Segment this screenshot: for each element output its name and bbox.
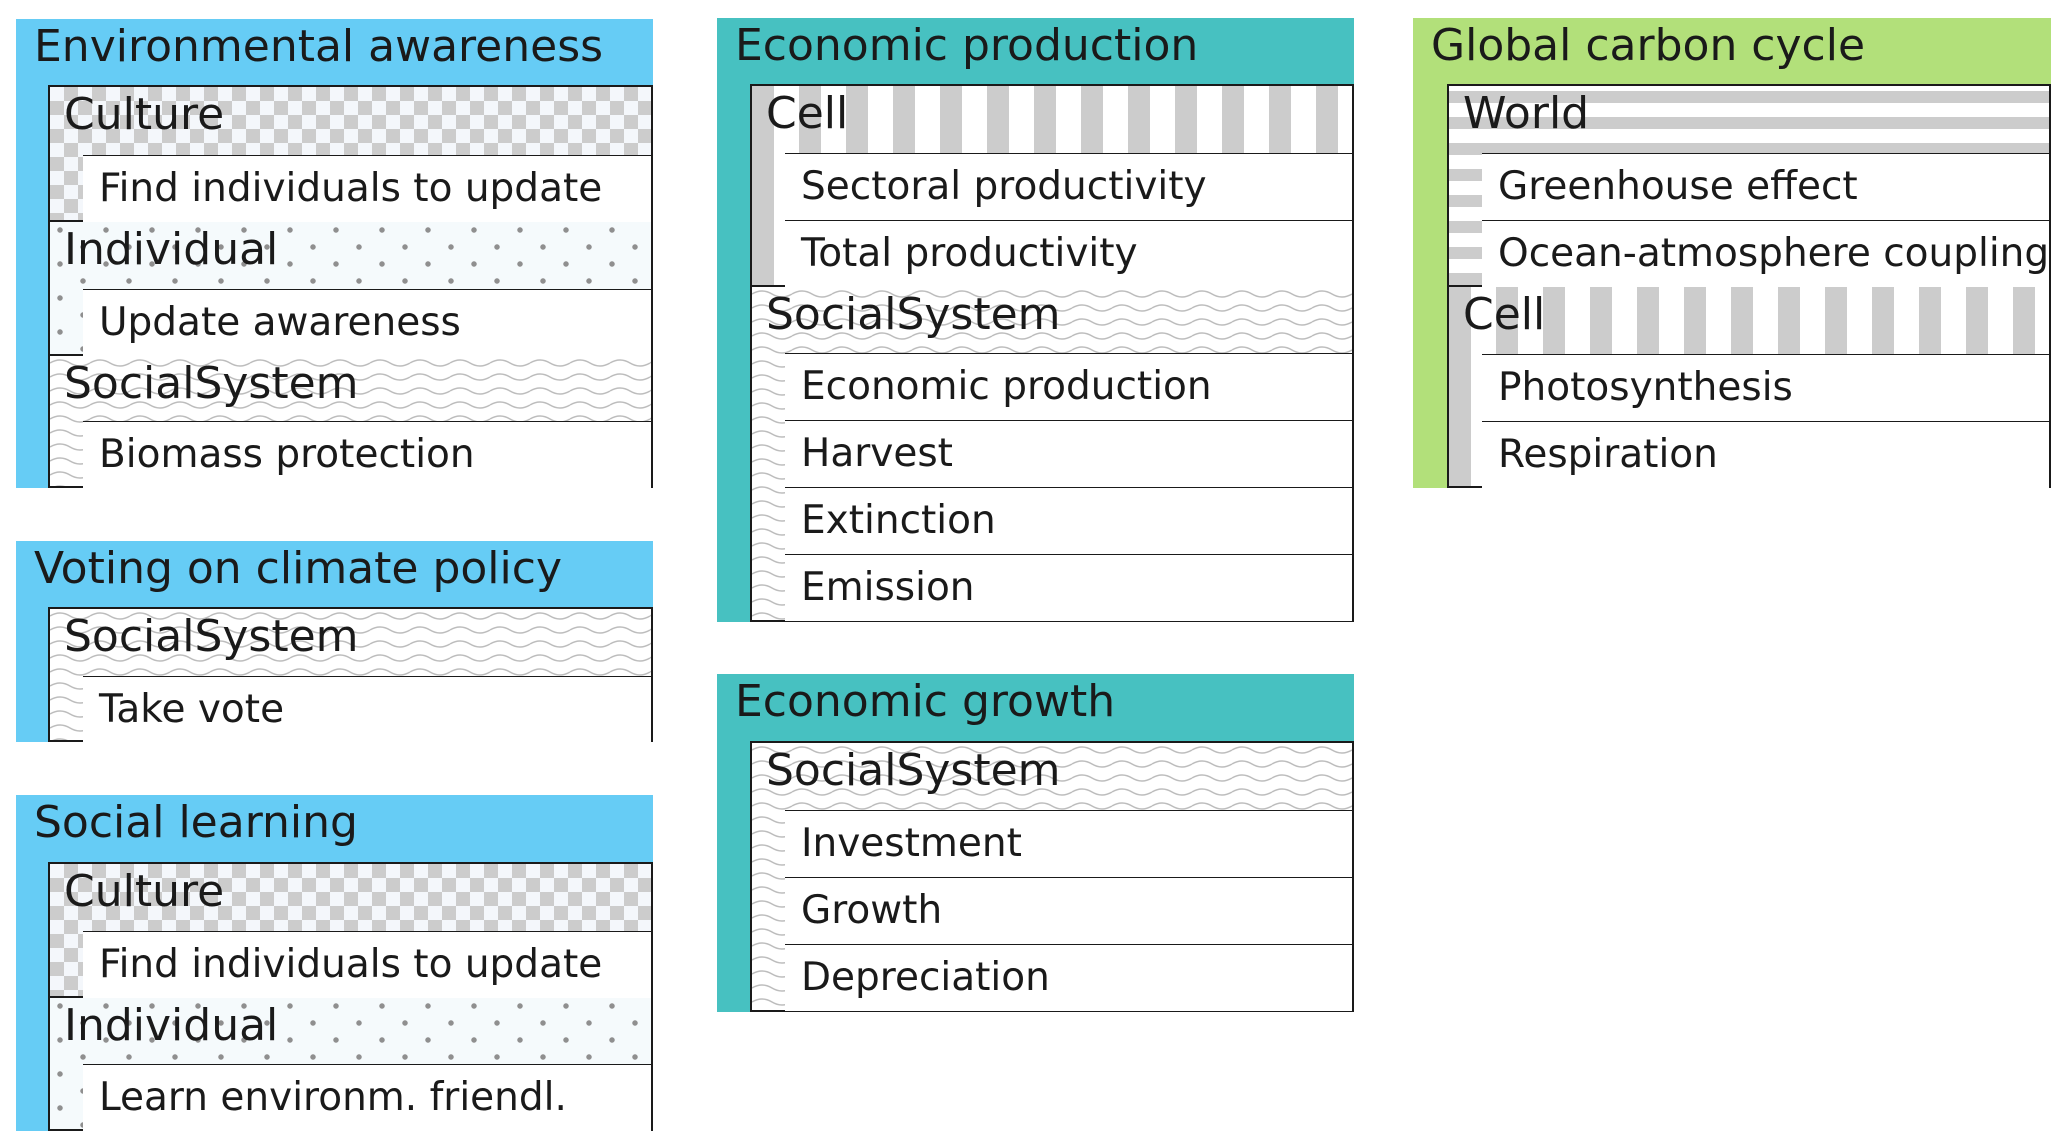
entity-socialsystem: SocialSystem Biomass protection (48, 354, 653, 488)
process-label: Ocean-atmosphere coupling (1498, 231, 2050, 276)
process-box: Economic production (785, 353, 1352, 420)
process-box: Growth (785, 877, 1352, 944)
process-box: Total productivity (785, 220, 1352, 287)
process-box: Find individuals to update (83, 155, 651, 222)
module-title: Social learning (34, 797, 358, 848)
entity-label: World (1463, 88, 1590, 139)
process-box: Find individuals to update (83, 931, 651, 998)
process-label: Growth (801, 888, 943, 933)
entity-label: SocialSystem (766, 745, 1061, 796)
entity-label: Individual (64, 224, 279, 275)
module-economic-growth: Economic growth SocialSystem Investment … (717, 674, 1354, 1012)
process-label: Learn environm. friendl. (99, 1075, 567, 1120)
process-label: Take vote (99, 687, 285, 732)
process-label: Investment (801, 821, 1022, 866)
entity-label: Individual (64, 1000, 279, 1051)
process-box: Harvest (785, 420, 1352, 487)
process-box: Depreciation (785, 944, 1352, 1011)
module-economic-production: Economic production Cell Sectoral produc… (717, 18, 1354, 622)
process-box: Investment (785, 810, 1352, 877)
process-label: Harvest (801, 431, 953, 476)
entity-cell: Cell Sectoral productivity Total product… (750, 84, 1354, 287)
entity-label: SocialSystem (64, 358, 359, 409)
entity-label: SocialSystem (766, 289, 1061, 340)
entity-socialsystem: SocialSystem Investment Growth Depreciat… (750, 741, 1354, 1012)
entity-label: Cell (1463, 289, 1546, 340)
module-title: Voting on climate policy (34, 543, 562, 594)
process-label: Greenhouse effect (1498, 164, 1858, 209)
process-box: Sectoral productivity (785, 153, 1352, 220)
process-label: Find individuals to update (99, 166, 603, 211)
process-label: Emission (801, 565, 975, 610)
process-box: Photosynthesis (1482, 354, 2049, 421)
entity-label: Culture (64, 866, 225, 917)
module-global-carbon-cycle: Global carbon cycle World Greenhouse eff… (1413, 18, 2051, 488)
entity-individual: Individual Learn environm. friendl. (48, 996, 653, 1131)
entity-label: SocialSystem (64, 611, 359, 662)
process-box: Ocean-atmosphere coupling (1482, 220, 2049, 287)
process-label: Sectoral productivity (801, 164, 1207, 209)
process-label: Total productivity (801, 231, 1138, 276)
entity-label: Culture (64, 89, 225, 140)
process-label: Economic production (801, 364, 1212, 409)
module-title: Global carbon cycle (1431, 20, 1866, 71)
process-box: Update awareness (83, 289, 651, 356)
process-label: Photosynthesis (1498, 365, 1793, 410)
module-title: Economic production (735, 20, 1199, 71)
module-social-learning: Social learning Culture Find individuals… (16, 795, 653, 1131)
module-environmental-awareness: Environmental awareness Culture Find ind… (16, 19, 653, 488)
entity-socialsystem: SocialSystem Take vote (48, 607, 653, 743)
module-title: Economic growth (735, 676, 1116, 727)
process-box: Take vote (83, 676, 651, 743)
entity-world: World Greenhouse effect Ocean-atmosphere… (1447, 84, 2051, 287)
module-title: Environmental awareness (34, 21, 604, 72)
entity-culture: Culture Find individuals to update (48, 85, 653, 222)
entity-individual: Individual Update awareness (48, 220, 653, 356)
process-label: Extinction (801, 498, 996, 543)
process-box: Greenhouse effect (1482, 153, 2049, 220)
process-box: Biomass protection (83, 421, 651, 488)
process-label: Update awareness (99, 300, 461, 345)
process-box: Learn environm. friendl. (83, 1064, 651, 1131)
process-label: Depreciation (801, 955, 1050, 1000)
entity-socialsystem: SocialSystem Economic production Harvest… (750, 285, 1354, 622)
module-voting-climate-policy: Voting on climate policy SocialSystem Ta… (16, 541, 653, 743)
process-label: Biomass protection (99, 432, 475, 477)
process-label: Find individuals to update (99, 942, 603, 987)
entity-culture: Culture Find individuals to update (48, 862, 653, 998)
process-label: Respiration (1498, 432, 1718, 477)
process-box: Extinction (785, 487, 1352, 554)
process-box: Emission (785, 554, 1352, 621)
process-box: Respiration (1482, 421, 2049, 488)
entity-label: Cell (766, 88, 849, 139)
entity-cell: Cell Photosynthesis Respiration (1447, 285, 2051, 488)
